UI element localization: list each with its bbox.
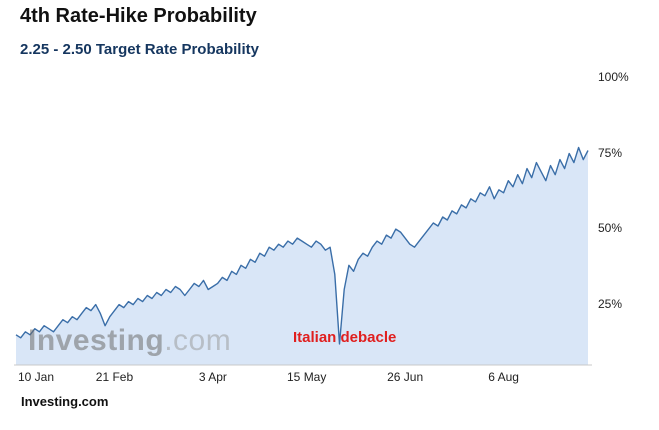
y-axis-label: 100% xyxy=(598,70,629,84)
x-axis-label: 21 Feb xyxy=(95,370,134,384)
x-axis-label: 26 Jun xyxy=(387,370,424,384)
probability-line xyxy=(15,146,589,345)
x-axis-label: 3 Apr xyxy=(198,370,227,384)
x-axis-label: 6 Aug xyxy=(488,370,519,384)
chart-subtitle: 2.25 - 2.50 Target Rate Probability xyxy=(20,41,259,58)
y-axis-label: 50% xyxy=(598,221,623,236)
annotation-italian-debacle: Italian debacle xyxy=(293,329,397,346)
watermark: Investing.com xyxy=(28,324,231,358)
source-credit: Investing.com xyxy=(21,394,109,409)
page-title: 4th Rate-Hike Probability xyxy=(20,5,257,27)
y-axis-label: 75% xyxy=(598,145,623,160)
x-axis-label: 15 May xyxy=(287,370,327,384)
area-fill xyxy=(16,147,588,365)
x-axis-label: 10 Jan xyxy=(17,370,55,384)
y-axis-label: 25% xyxy=(598,296,623,311)
watermark-bold: Investing xyxy=(28,324,165,357)
watermark-light: .com xyxy=(164,324,232,357)
